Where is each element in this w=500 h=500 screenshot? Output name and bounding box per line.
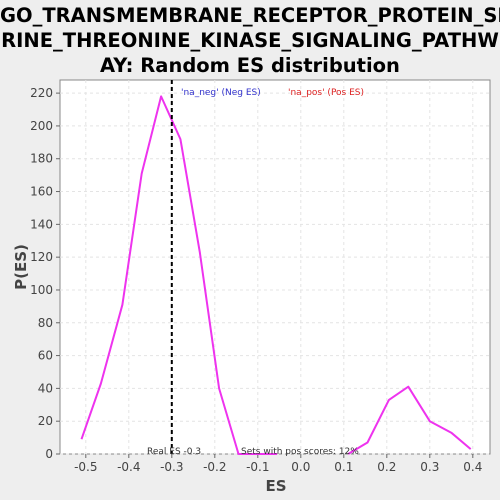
y-tick-label: 100 [30, 283, 53, 297]
y-tick-label: 160 [30, 185, 53, 199]
y-tick-label: 200 [30, 119, 53, 133]
chart-title-line-2: RINE_THREONINE_KINASE_SIGNALING_PATHW [1, 29, 499, 52]
series-lines [80, 95, 472, 455]
chart-title: GO_TRANSMEMBRANE_RECEPTOR_PROTEIN_SE RIN… [0, 0, 500, 78]
x-tick-label: -0.3 [160, 460, 183, 474]
y-tick-label: 40 [38, 381, 53, 395]
y-tick-label: 20 [38, 414, 53, 428]
y-tick-label: 220 [30, 86, 53, 100]
x-axis-ticks: -0.5 -0.4 -0.3 -0.2 -0.1 0.0 0.1 0.2 0.3 0.4 [74, 454, 482, 474]
x-axis-label: ES [265, 477, 286, 495]
x-tick-label: -0.5 [74, 460, 97, 474]
x-tick-label: 0.0 [291, 460, 310, 474]
y-tick-label: 140 [30, 217, 53, 231]
x-tick-label: 0.3 [420, 460, 439, 474]
legend-neg: 'na_neg' (Neg ES) [181, 88, 261, 98]
legend-pos: 'na_pos' (Pos ES) [288, 88, 364, 98]
real-es-annotation: Real ES -0.3 [147, 447, 201, 457]
chart-title-line-3: AY: Random ES distribution [100, 54, 400, 77]
y-axis-ticks: 0 20 40 60 80 100 120 140 160 180 200 220 [30, 86, 60, 461]
x-tick-label: 0.1 [334, 460, 353, 474]
series-line-neg [80, 95, 278, 455]
x-tick-label: -0.2 [203, 460, 226, 474]
plot-area [59, 79, 491, 455]
y-tick-label: 120 [30, 250, 53, 264]
series-line-pos [347, 385, 472, 455]
y-tick-label: 0 [45, 447, 53, 461]
x-tick-label: -0.4 [117, 460, 140, 474]
x-tick-label: -0.1 [246, 460, 269, 474]
y-tick-label: 80 [38, 316, 53, 330]
y-tick-label: 60 [38, 349, 53, 363]
chart-title-line-1: GO_TRANSMEMBRANE_RECEPTOR_PROTEIN_SE [0, 4, 500, 27]
y-axis-label: P(ES) [12, 244, 30, 290]
x-tick-label: 0.4 [463, 460, 482, 474]
y-tick-label: 180 [30, 152, 53, 166]
x-tick-label: 0.2 [377, 460, 396, 474]
pos-scores-annotation: Sets with pos scores: 12% [241, 447, 359, 457]
